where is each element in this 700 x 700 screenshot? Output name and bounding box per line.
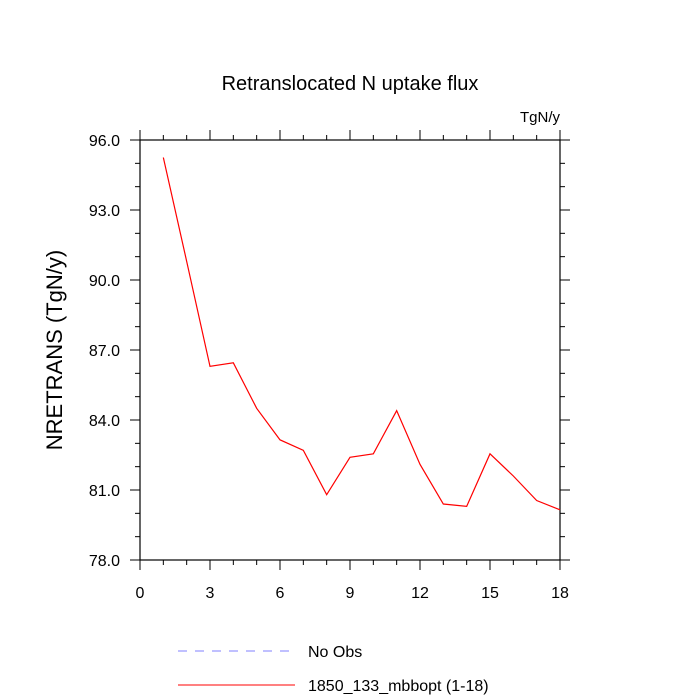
series-line <box>162 157 561 511</box>
y-tick-label: 90.0 <box>89 273 120 290</box>
chart-title: Retranslocated N uptake flux <box>222 73 479 95</box>
x-tick-label: 18 <box>551 585 569 602</box>
legend-label: 1850_133_mbbopt (1-18) <box>308 678 489 695</box>
x-tick-label: 9 <box>346 585 355 602</box>
x-tick-label: 3 <box>206 585 215 602</box>
legend-label: No Obs <box>308 644 362 661</box>
series-layer <box>162 157 561 511</box>
y-tick-label: 81.0 <box>89 483 120 500</box>
legend: No Obs 1850_133_mbbopt (1-18) <box>178 644 489 695</box>
y-tick-label: 96.0 <box>89 133 120 150</box>
y-tick-label: 84.0 <box>89 413 120 430</box>
y-tick-label: 93.0 <box>89 203 120 220</box>
axis-ticks <box>130 130 570 570</box>
y-tick-label: 78.0 <box>89 553 120 570</box>
units-label: TgN/y <box>520 109 561 126</box>
x-tick-label: 12 <box>411 585 429 602</box>
x-tick-label: 15 <box>481 585 499 602</box>
axis-tick-labels: 0 3 6 9 12 15 18 78.0 81.0 84.0 87.0 90.0 93.0 96.0 <box>89 133 569 602</box>
y-tick-label: 87.0 <box>89 343 120 360</box>
x-tick-label: 6 <box>276 585 285 602</box>
x-tick-label: 0 <box>136 585 145 602</box>
plot-frame <box>139 139 561 561</box>
y-axis-label: NRETRANS (TgN/y) <box>42 250 67 450</box>
